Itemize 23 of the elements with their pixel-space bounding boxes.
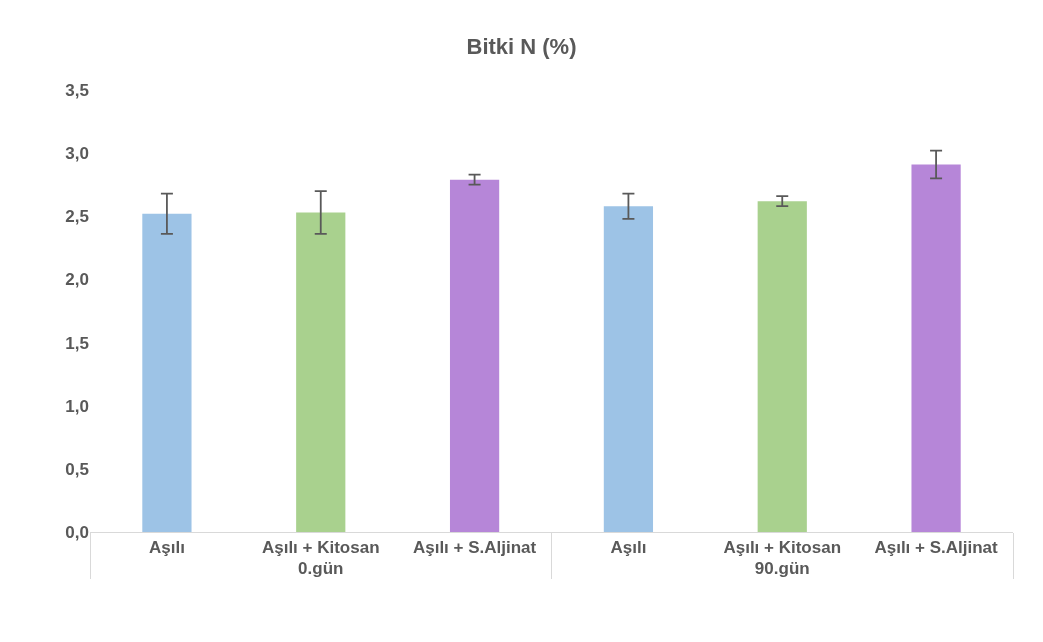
- x-tick-label: Aşılı + S.Aljinat: [874, 538, 999, 558]
- y-tick-label: 1,5: [65, 333, 89, 353]
- x-tick-label: Aşılı: [610, 538, 647, 558]
- y-tick-label: 1,0: [65, 396, 89, 416]
- x-tick-label: Aşılı + S.Aljinat: [412, 538, 537, 558]
- text: 90.gün: [754, 559, 810, 579]
- bar: [449, 179, 500, 532]
- y-tick-label: 2,5: [65, 207, 89, 227]
- x-tick-label: Aşılı: [148, 538, 185, 558]
- bar: [757, 201, 807, 532]
- bar: [296, 212, 346, 532]
- y-tick-label: 0,0: [65, 522, 89, 542]
- y-tick-label: 3,5: [65, 80, 89, 100]
- y-tick-label: 0,5: [65, 459, 89, 479]
- y-tick-label: 2,0: [65, 270, 89, 290]
- bar: [911, 164, 961, 532]
- chart-title: Bitki N (%): [466, 33, 577, 59]
- bar: [603, 206, 654, 532]
- text: 0.gün: [298, 559, 344, 579]
- x-tick-label: Aşılı + Kitosan: [723, 538, 842, 558]
- y-tick-label: 3,0: [65, 144, 89, 164]
- bar: [142, 213, 192, 532]
- x-tick-label: Aşılı + Kitosan: [261, 538, 380, 558]
